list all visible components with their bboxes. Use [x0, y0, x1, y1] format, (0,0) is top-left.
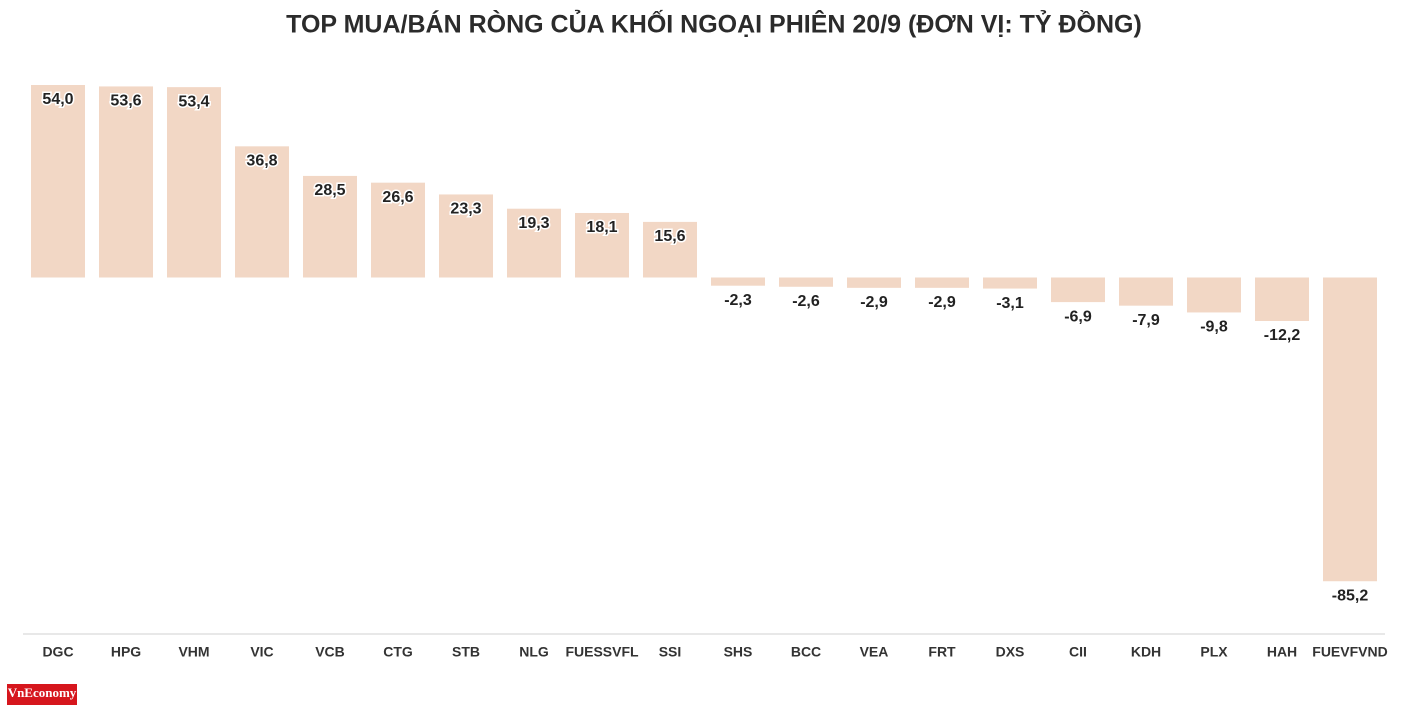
bar [1187, 277, 1241, 313]
value-label: -2,9 [928, 294, 956, 311]
bar [643, 221, 697, 278]
value-label: -2,9 [860, 294, 888, 311]
value-label: 28,5 [314, 182, 345, 199]
x-tick-label: VEA [860, 644, 889, 660]
x-tick-label: CII [1069, 644, 1087, 660]
value-label: -7,9 [1132, 312, 1160, 329]
bar [303, 175, 357, 278]
bar [711, 277, 765, 286]
value-label: 19,3 [518, 215, 549, 232]
value-label: 36,8 [246, 153, 277, 170]
value-label: -6,9 [1064, 308, 1092, 325]
x-tick-label: DXS [996, 644, 1025, 660]
value-label: -85,2 [1332, 587, 1369, 604]
x-tick-label: SHS [724, 644, 753, 660]
value-label: -12,2 [1264, 327, 1301, 344]
bar [507, 208, 561, 278]
logo-box [7, 684, 77, 705]
value-label: -9,8 [1200, 319, 1228, 336]
bar [31, 85, 85, 278]
x-tick-label: FRT [928, 644, 956, 660]
bar [575, 212, 629, 278]
value-label: 23,3 [450, 201, 481, 218]
x-tick-label: DGC [42, 644, 73, 660]
value-label: 54,0 [42, 91, 73, 108]
chart-title: TOP MUA/BÁN RÒNG CỦA KHỐI NGOẠI PHIÊN 20… [286, 9, 1142, 39]
bar [439, 194, 493, 278]
bar [1323, 277, 1377, 582]
bar [1255, 277, 1309, 321]
logo: VnEconomy [8, 685, 77, 700]
value-label: 53,6 [110, 93, 141, 110]
value-label: -2,3 [724, 292, 752, 309]
x-tick-label: BCC [791, 644, 821, 660]
bar [847, 277, 901, 288]
bar [99, 86, 153, 278]
bar [235, 146, 289, 278]
x-tick-label: KDH [1131, 644, 1161, 660]
bar [915, 277, 969, 288]
bar [1119, 277, 1173, 306]
x-tick-label: FUEVFVND [1312, 644, 1387, 660]
bar [779, 277, 833, 287]
bar [371, 182, 425, 278]
x-tick-label: NLG [519, 644, 549, 660]
x-tick-label: PLX [1200, 644, 1228, 660]
x-tick-label: VCB [315, 644, 345, 660]
x-tick-label: STB [452, 644, 480, 660]
x-tick-label: SSI [659, 644, 682, 660]
x-tick-label: HPG [111, 644, 141, 660]
bar [167, 87, 221, 278]
x-tick-label: VIC [250, 644, 273, 660]
value-label: 53,4 [178, 93, 209, 110]
value-label: 18,1 [586, 219, 617, 236]
value-label: 26,6 [382, 189, 413, 206]
value-label: 15,6 [654, 228, 685, 245]
bar [1051, 277, 1105, 303]
bar [983, 277, 1037, 289]
x-tick-label: HAH [1267, 644, 1297, 660]
x-tick-label: VHM [178, 644, 209, 660]
value-label: -3,1 [996, 295, 1024, 312]
x-tick-label: FUESSVFL [565, 644, 639, 660]
x-tick-label: CTG [383, 644, 413, 660]
value-label: -2,6 [792, 293, 820, 310]
